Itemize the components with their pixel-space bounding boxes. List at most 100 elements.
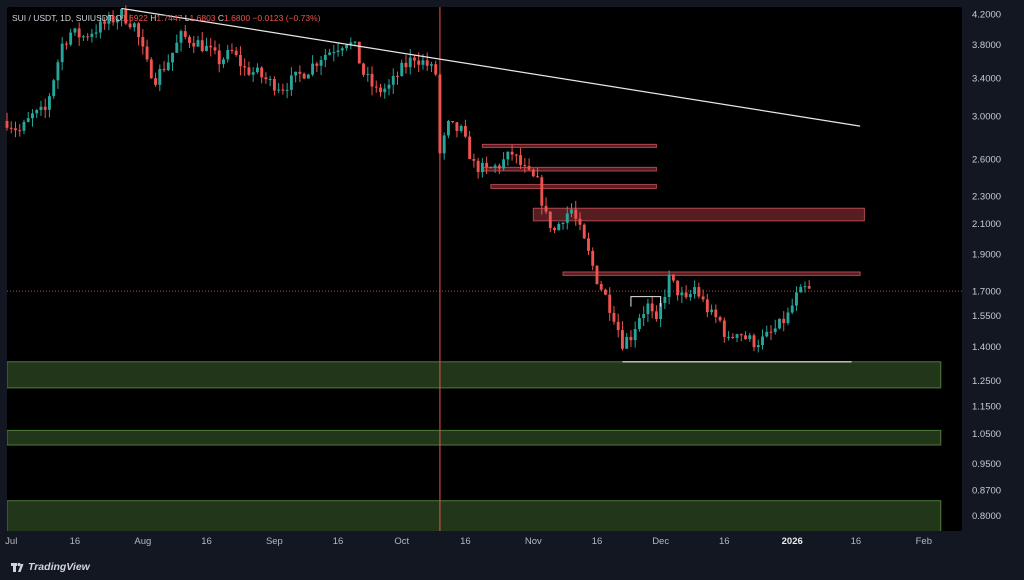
tradingview-logo[interactable]: TradingView: [10, 559, 90, 575]
legend-part: C: [218, 13, 224, 23]
candle-body: [383, 88, 387, 93]
candle-body: [149, 59, 153, 79]
candle-body: [629, 336, 633, 341]
candle-body: [336, 50, 340, 53]
candle-body: [391, 75, 395, 85]
candle-body: [434, 64, 438, 75]
candle-body: [676, 280, 680, 296]
candle-body: [625, 336, 629, 349]
candle-body: [790, 305, 794, 313]
price-tick-label: 1.2500: [972, 376, 1001, 387]
candle-body: [43, 106, 47, 110]
price-tick-label: 1.9000: [972, 249, 1001, 260]
candle-body: [22, 121, 26, 131]
range-bracket: [630, 296, 662, 307]
price-axis[interactable]: [962, 7, 1017, 531]
candle-body: [485, 162, 489, 168]
candle-body: [582, 224, 586, 239]
candle-body: [510, 151, 514, 155]
time-tick-label: 16: [333, 536, 344, 547]
candle-body: [103, 21, 107, 24]
candle-body: [94, 32, 98, 34]
price-tick-label: 0.9500: [972, 459, 1001, 470]
candle-body: [446, 121, 450, 136]
last-price-badge: [963, 284, 1015, 299]
candle-body: [799, 286, 803, 293]
time-tick-label: 16: [201, 536, 212, 547]
time-tick-label: 16: [851, 536, 862, 547]
candle-body: [222, 59, 225, 65]
time-tick-label: Feb: [916, 536, 932, 547]
time-axis[interactable]: [7, 531, 962, 553]
candle-body: [778, 318, 781, 329]
supply-zone-4: [532, 207, 865, 222]
candle-body: [345, 44, 348, 49]
candle-body: [315, 63, 319, 66]
candle-body: [451, 121, 455, 123]
candle-body: [705, 299, 709, 313]
candle-body: [544, 205, 548, 212]
legend-part: 1.7447: [156, 13, 184, 23]
candle-body: [77, 28, 81, 38]
candle-body: [166, 62, 170, 71]
candle-body: [247, 67, 251, 75]
candle-body: [323, 54, 327, 61]
candle-body: [667, 274, 671, 297]
candle-body: [35, 110, 39, 114]
candle-body: [205, 45, 208, 52]
candle-body: [578, 218, 582, 225]
candle-body: [234, 50, 238, 55]
candle-body: [616, 321, 620, 331]
candle-body: [226, 49, 230, 60]
candle-body: [128, 23, 132, 28]
candle-body: [480, 162, 484, 173]
candle-body: [748, 335, 752, 340]
candle-body: [697, 287, 701, 297]
candle-body: [230, 49, 234, 51]
candle-body: [430, 64, 433, 66]
candle-body: [735, 334, 739, 338]
candle-body: [523, 165, 527, 167]
demand-zone-3: [7, 500, 942, 531]
price-tick-label: 1.5500: [972, 311, 1001, 322]
candle-body: [727, 336, 730, 338]
candle-body: [311, 63, 315, 75]
candle-body: [807, 286, 811, 289]
candle-body: [642, 314, 646, 319]
legend-part: O: [115, 13, 122, 23]
candle-body: [217, 50, 221, 65]
candle-body: [9, 127, 13, 129]
candle-body: [400, 62, 404, 77]
candle-body: [137, 23, 141, 38]
candle-body: [251, 72, 255, 75]
candle-body: [693, 287, 697, 295]
candle-body: [188, 36, 191, 43]
candle-body: [756, 345, 760, 348]
candle-body: [298, 71, 302, 74]
candle-body: [374, 86, 378, 88]
candle-body: [183, 31, 187, 37]
candle-body: [379, 87, 382, 93]
candle-body: [175, 42, 179, 53]
time-tick-label: Aug: [134, 536, 151, 547]
candle-body: [90, 33, 94, 37]
candle-body: [289, 75, 293, 90]
candle-body: [608, 294, 612, 313]
legend-part: −0.0123 (−0.73%): [252, 13, 320, 23]
candle-body: [502, 159, 506, 169]
candle-body: [506, 151, 510, 160]
candle-body: [493, 165, 497, 168]
candle-body: [132, 23, 136, 28]
candle-body: [179, 31, 183, 43]
candle-body: [115, 18, 119, 23]
candle-body: [39, 106, 43, 111]
candle-body: [213, 47, 217, 51]
candle-body: [171, 52, 174, 63]
candle-body: [654, 311, 658, 320]
candle-body: [98, 21, 102, 33]
candle-body: [277, 89, 281, 91]
candle-body: [540, 177, 544, 206]
candle-body: [285, 89, 289, 91]
candle-body: [255, 67, 259, 73]
